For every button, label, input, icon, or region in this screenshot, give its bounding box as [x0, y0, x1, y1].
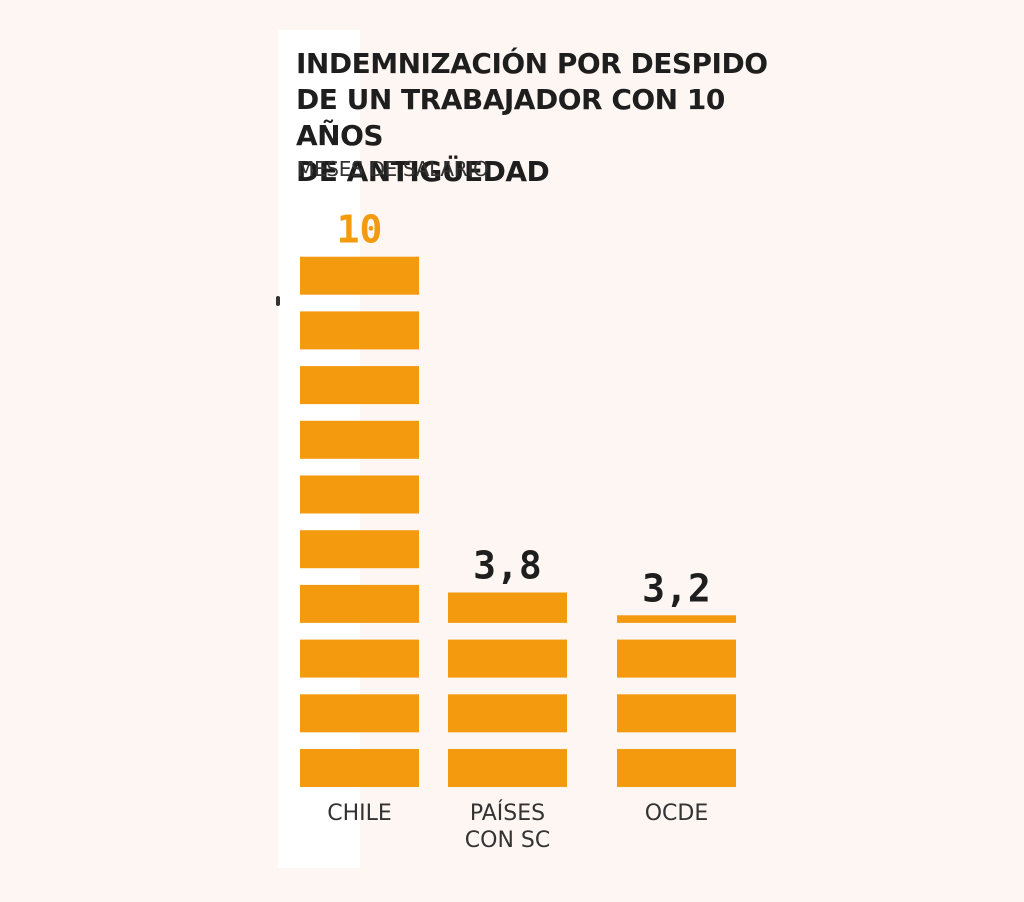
bar-segment: [300, 420, 419, 459]
bar-segment: [448, 749, 567, 787]
bar-segment: [617, 639, 736, 678]
category-label: PAÍSES: [470, 800, 545, 826]
bar-segment: [300, 366, 419, 405]
bar-segment: [300, 639, 419, 678]
bar-segment: [300, 749, 419, 787]
bar-segment: [300, 256, 419, 295]
category-label: OCDE: [645, 801, 709, 826]
bar-segment: [300, 475, 419, 514]
bar-segment: [617, 694, 736, 733]
bar-segment: [617, 749, 736, 787]
title-line: DE UN TRABAJADOR CON 10 AÑOS: [296, 83, 725, 152]
bar-segment: [448, 639, 567, 678]
chart-title: INDEMNIZACIÓN POR DESPIDO DE UN TRABAJAD…: [296, 46, 816, 190]
title-line: DE ANTIGÜEDAD: [296, 155, 550, 188]
value-label: 10: [337, 208, 383, 252]
bar-segment: [448, 694, 567, 733]
bar-segment-partial: [617, 615, 736, 623]
bar-segment: [300, 530, 419, 569]
value-label: 3,2: [642, 566, 711, 610]
bar-segment: [300, 584, 419, 623]
bar-segment: [300, 311, 419, 350]
chart-subtitle: MESES DE SALARIO: [297, 157, 489, 181]
value-label: 3,8: [473, 544, 542, 588]
title-line: INDEMNIZACIÓN POR DESPIDO: [296, 47, 768, 80]
bar-segment: [300, 694, 419, 733]
category-label: CON SC: [465, 828, 550, 853]
edge-marker: [276, 296, 280, 306]
category-label: CHILE: [327, 801, 392, 826]
bar-segment-partial: [448, 592, 567, 623]
